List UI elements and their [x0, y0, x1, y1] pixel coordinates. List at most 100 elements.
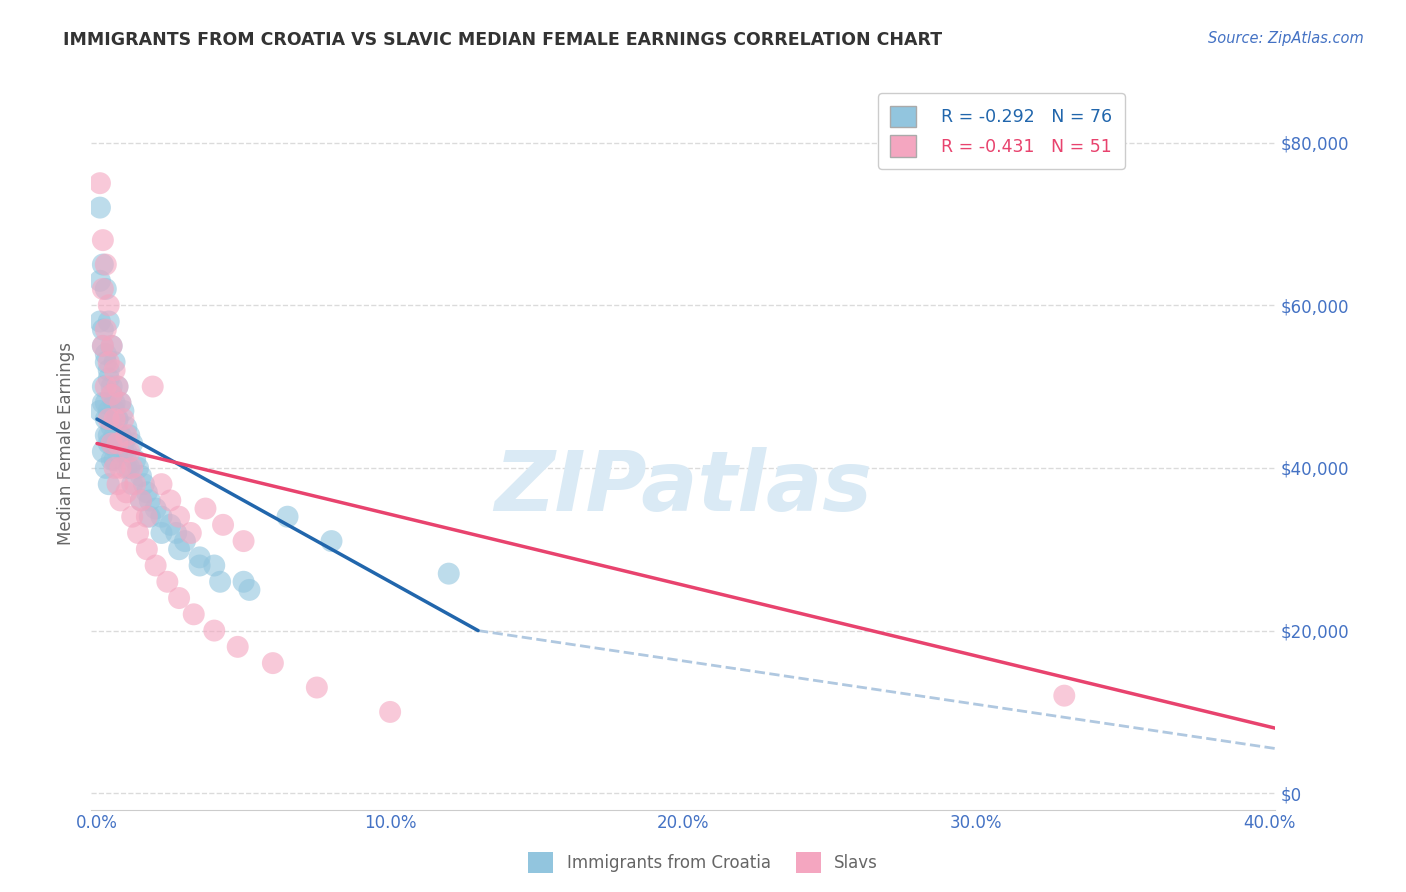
Point: [97, 298, 120, 312]
Point: [232, 574, 254, 589]
Point: [104, 412, 127, 426]
Point: [94, 323, 117, 337]
Point: [238, 582, 260, 597]
Y-axis label: Median Female Earnings: Median Female Earnings: [58, 342, 75, 545]
Point: [100, 420, 122, 434]
Point: [226, 640, 249, 654]
Point: [107, 436, 129, 450]
Point: [91, 323, 114, 337]
Point: [115, 428, 138, 442]
Point: [129, 493, 152, 508]
Point: [1053, 689, 1076, 703]
Point: [107, 412, 129, 426]
Point: [115, 461, 138, 475]
Point: [124, 452, 146, 467]
Point: [91, 339, 114, 353]
Point: [97, 412, 120, 426]
Point: [107, 379, 129, 393]
Point: [167, 509, 190, 524]
Point: [194, 501, 217, 516]
Point: [112, 412, 135, 426]
Legend:   R = -0.292   N = 76,   R = -0.431   N = 51: R = -0.292 N = 76, R = -0.431 N = 51: [879, 94, 1125, 169]
Point: [150, 525, 173, 540]
Point: [115, 485, 138, 500]
Point: [97, 477, 120, 491]
Point: [104, 355, 127, 369]
Point: [135, 542, 157, 557]
Point: [142, 379, 165, 393]
Legend: Immigrants from Croatia, Slavs: Immigrants from Croatia, Slavs: [522, 846, 884, 880]
Point: [156, 574, 179, 589]
Point: [232, 534, 254, 549]
Text: IMMIGRANTS FROM CROATIA VS SLAVIC MEDIAN FEMALE EARNINGS CORRELATION CHART: IMMIGRANTS FROM CROATIA VS SLAVIC MEDIAN…: [63, 31, 942, 49]
Point: [91, 444, 114, 458]
Point: [104, 428, 127, 442]
Point: [107, 477, 129, 491]
Point: [121, 477, 143, 491]
Point: [91, 396, 114, 410]
Point: [150, 509, 173, 524]
Point: [107, 412, 129, 426]
Point: [97, 436, 120, 450]
Point: [104, 363, 127, 377]
Point: [202, 558, 225, 573]
Point: [118, 444, 141, 458]
Point: [118, 461, 141, 475]
Point: [91, 282, 114, 296]
Point: [100, 387, 122, 401]
Point: [145, 558, 167, 573]
Point: [135, 509, 157, 524]
Point: [132, 477, 155, 491]
Point: [112, 444, 135, 458]
Point: [89, 404, 111, 418]
Text: Source: ZipAtlas.com: Source: ZipAtlas.com: [1208, 31, 1364, 46]
Point: [97, 404, 120, 418]
Point: [94, 258, 117, 272]
Point: [110, 428, 132, 442]
Point: [121, 461, 143, 475]
Point: [167, 542, 190, 557]
Point: [159, 517, 181, 532]
Point: [94, 412, 117, 426]
Point: [127, 461, 149, 475]
Point: [97, 355, 120, 369]
Point: [139, 493, 162, 508]
Point: [110, 428, 132, 442]
Point: [91, 233, 114, 247]
Point: [188, 550, 211, 565]
Point: [129, 469, 152, 483]
Point: [115, 420, 138, 434]
Point: [262, 656, 284, 670]
Point: [107, 444, 129, 458]
Point: [212, 517, 235, 532]
Point: [97, 371, 120, 385]
Point: [94, 379, 117, 393]
Point: [104, 452, 127, 467]
Point: [112, 404, 135, 418]
Point: [145, 501, 167, 516]
Point: [188, 558, 211, 573]
Point: [305, 681, 328, 695]
Point: [100, 436, 122, 450]
Point: [121, 436, 143, 450]
Point: [104, 404, 127, 418]
Point: [127, 525, 149, 540]
Point: [110, 396, 132, 410]
Point: [150, 477, 173, 491]
Point: [97, 428, 120, 442]
Point: [378, 705, 401, 719]
Point: [180, 525, 202, 540]
Point: [94, 461, 117, 475]
Point: [89, 176, 111, 190]
Point: [97, 314, 120, 328]
Point: [91, 258, 114, 272]
Point: [89, 314, 111, 328]
Point: [100, 339, 122, 353]
Point: [104, 396, 127, 410]
Point: [100, 379, 122, 393]
Point: [202, 624, 225, 638]
Point: [89, 274, 111, 288]
Point: [183, 607, 205, 622]
Point: [91, 339, 114, 353]
Point: [321, 534, 343, 549]
